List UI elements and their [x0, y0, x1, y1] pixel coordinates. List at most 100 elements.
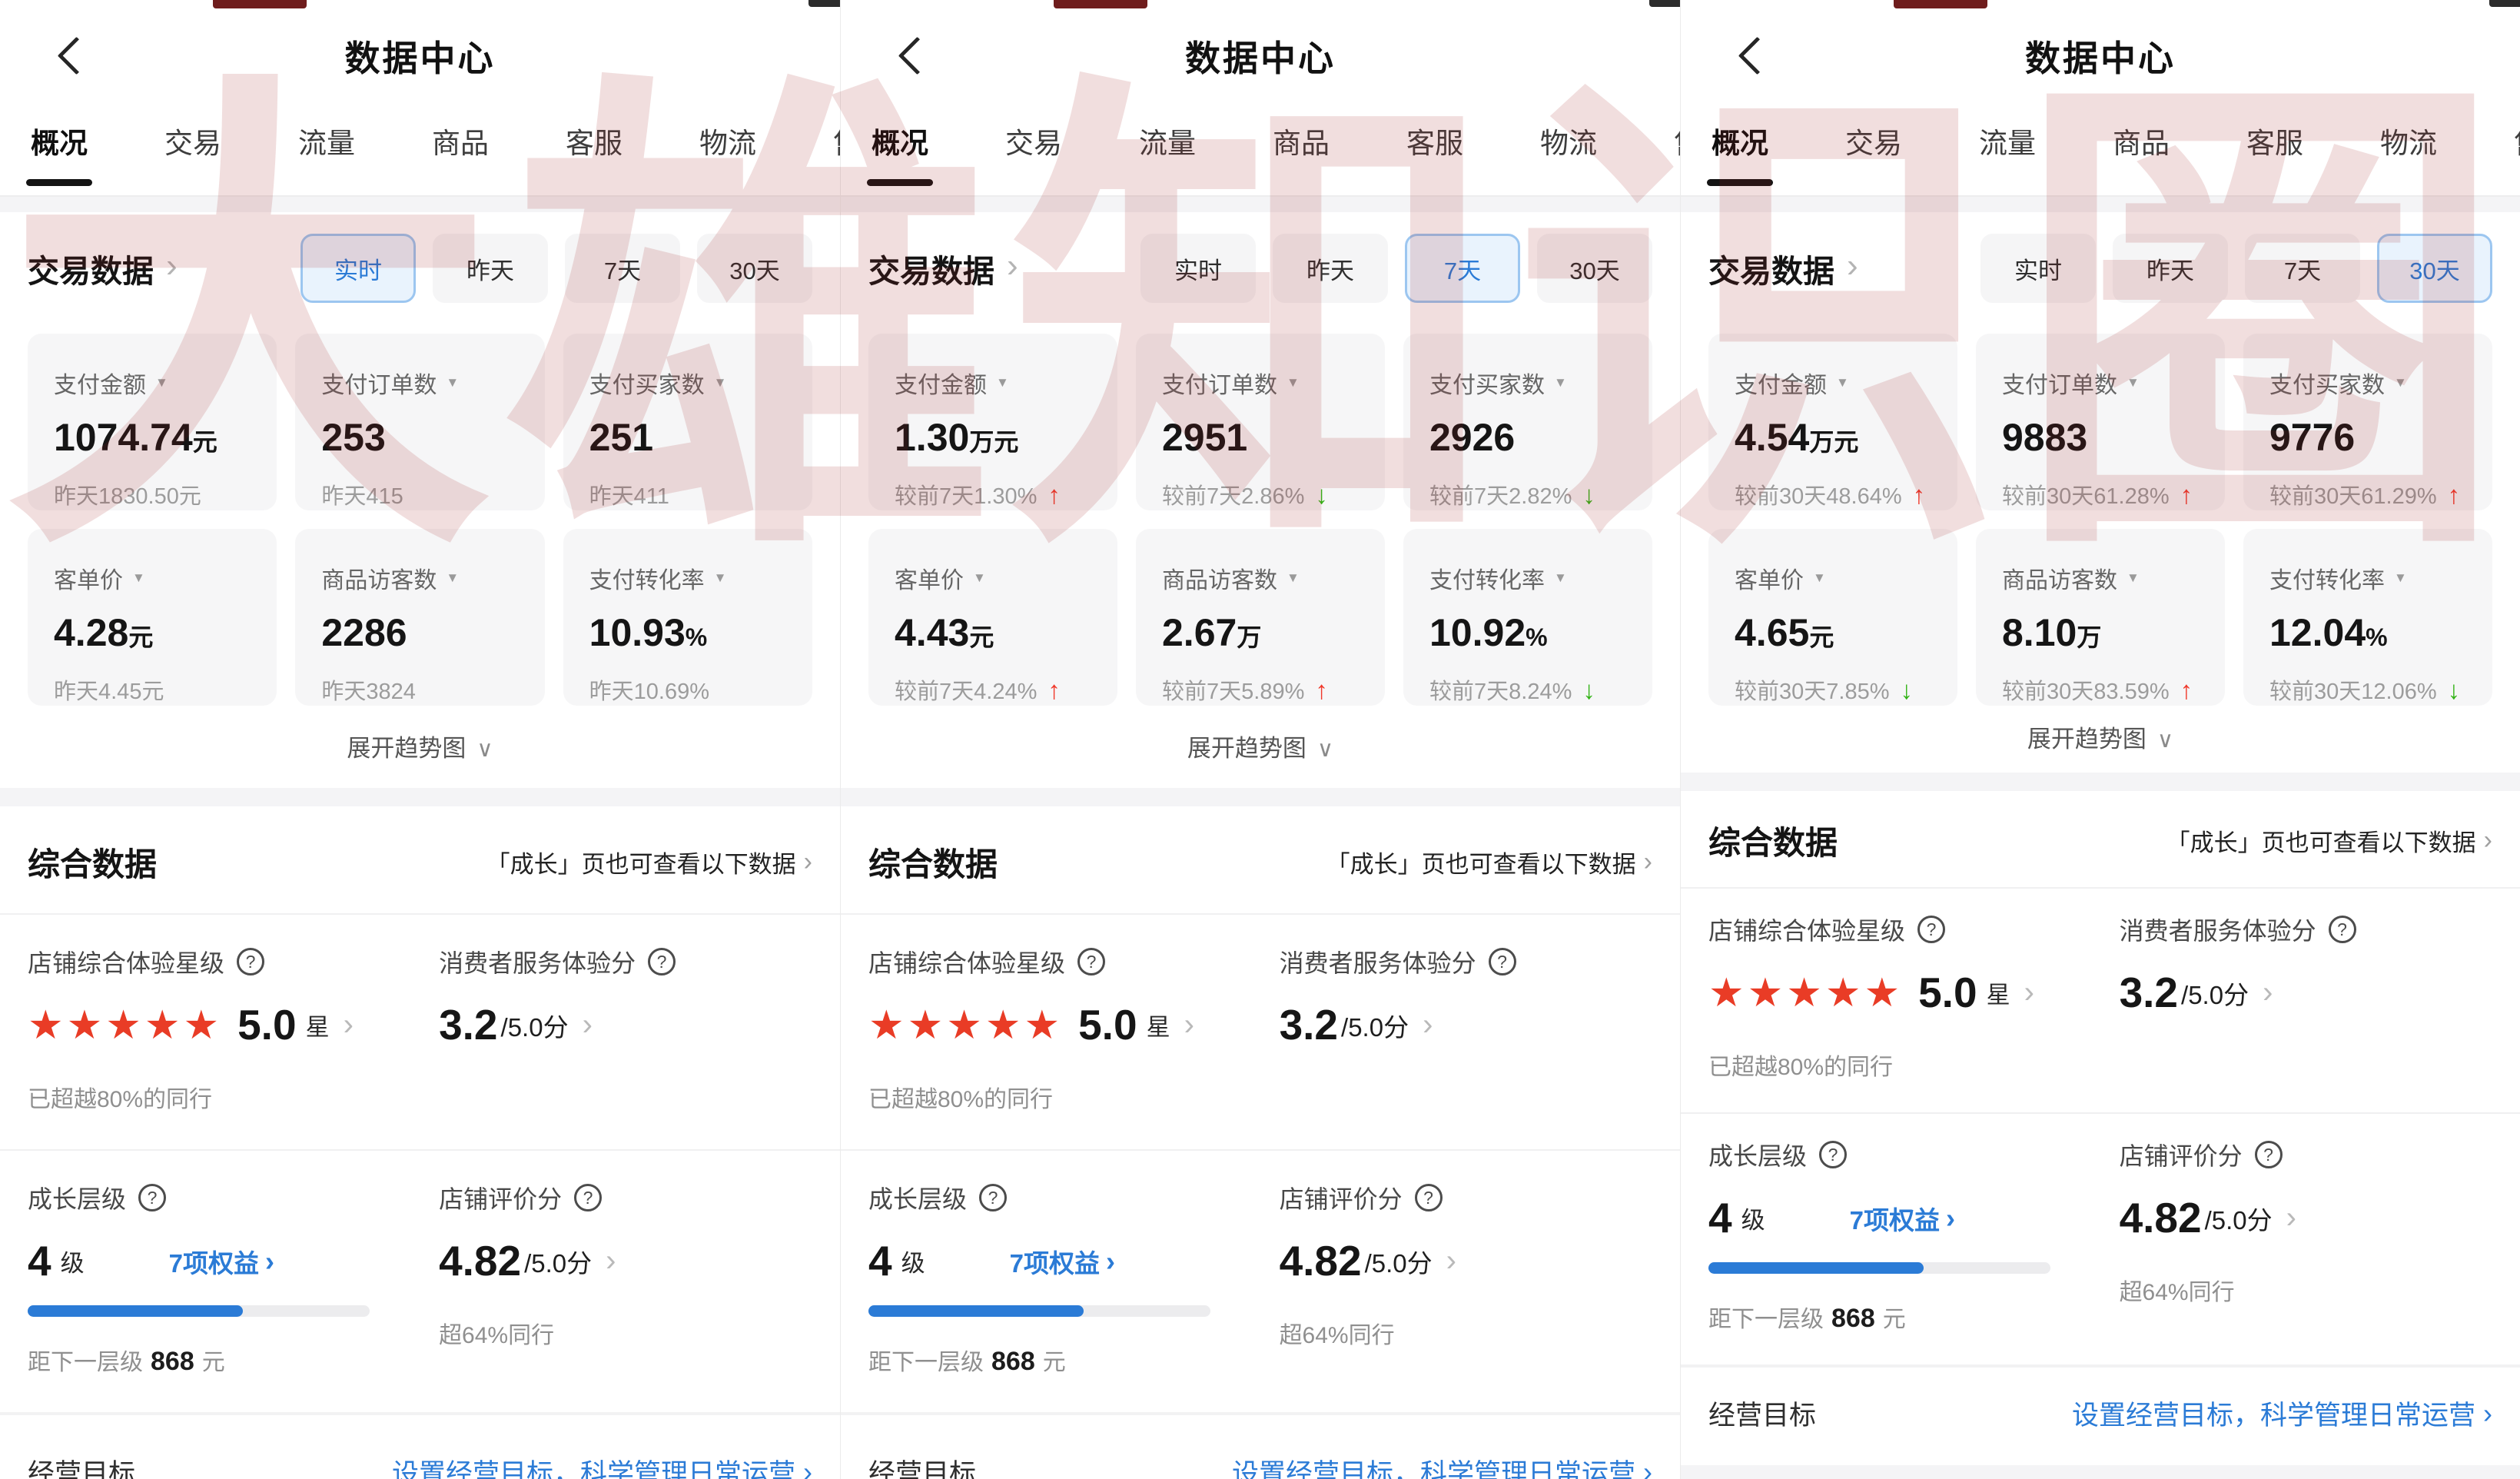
- tab-aftersale[interactable]: 售: [1674, 120, 1680, 161]
- metric-card-avg-order[interactable]: 客单价 ▼ 4.43元 较前7天4.24% ↑: [868, 529, 1117, 706]
- tab-products[interactable]: 商品: [1273, 128, 1330, 159]
- metric-card-avg-order[interactable]: 客单价 ▼ 4.28元 昨天4.45元: [28, 529, 277, 706]
- filter-30days[interactable]: 30天: [1537, 234, 1652, 303]
- chevron-right-icon[interactable]: ›: [1847, 247, 1858, 284]
- metric-card-pay-buyers[interactable]: 支付买家数 ▼ 9776 较前30天61.29% ↑: [2243, 334, 2492, 510]
- growth-page-note[interactable]: 「成长」页也可查看以下数据 ›: [2166, 826, 2492, 856]
- help-icon[interactable]: ?: [1819, 1141, 1848, 1168]
- service-score-block[interactable]: 消费者服务体验分? 3.2/5.0分 ›: [1280, 944, 1652, 1114]
- metric-card-conversion[interactable]: 支付转化率 ▼ 12.04% 较前30天12.06% ↓: [2243, 529, 2492, 706]
- help-icon[interactable]: ?: [1488, 948, 1516, 975]
- service-score-block[interactable]: 消费者服务体验分? 3.2/5.0分 ›: [439, 944, 812, 1114]
- filter-realtime[interactable]: 实时: [1140, 234, 1256, 303]
- filter-30days[interactable]: 30天: [2377, 234, 2492, 303]
- tab-products[interactable]: 商品: [2113, 128, 2170, 159]
- tab-logistics[interactable]: 物流: [1540, 128, 1597, 159]
- dropdown-triangle-icon[interactable]: ▼: [2127, 375, 2140, 390]
- dropdown-triangle-icon[interactable]: ▼: [1554, 375, 1567, 390]
- metric-card-pay-orders[interactable]: 支付订单数 ▼ 2951 较前7天2.86% ↓: [1136, 334, 1385, 510]
- benefits-link[interactable]: 7项权益 ›: [1009, 1245, 1115, 1278]
- tab-trade[interactable]: 交易: [164, 128, 221, 159]
- expand-trend-button[interactable]: 展开趋势图 ∨: [2027, 726, 2174, 753]
- tab-aftersale[interactable]: 售: [2514, 120, 2520, 161]
- tab-service[interactable]: 客服: [2246, 128, 2303, 159]
- help-icon[interactable]: ?: [237, 948, 265, 975]
- help-icon[interactable]: ?: [648, 948, 676, 975]
- filter-realtime[interactable]: 实时: [300, 234, 416, 303]
- growth-level-block[interactable]: 成长层级? 4 级 7项权益 › 距下一层级 868 元: [868, 1180, 1264, 1377]
- service-score-block[interactable]: 消费者服务体验分? 3.2/5.0分 ›: [2120, 912, 2492, 1082]
- chevron-right-icon[interactable]: ›: [1007, 247, 1018, 284]
- benefits-link[interactable]: 7项权益 ›: [1849, 1201, 1955, 1235]
- tab-traffic[interactable]: 流量: [1139, 128, 1196, 159]
- help-icon[interactable]: ?: [138, 1184, 167, 1211]
- store-rating-block[interactable]: 店铺评价分? 4.82/5.0分 › 超64%同行: [2120, 1137, 2492, 1334]
- tab-products[interactable]: 商品: [432, 128, 489, 159]
- tab-overview[interactable]: 概况: [26, 120, 92, 186]
- metric-card-conversion[interactable]: 支付转化率 ▼ 10.92% 较前7天8.24% ↓: [1403, 529, 1652, 706]
- dropdown-triangle-icon[interactable]: ▼: [1836, 375, 1849, 390]
- growth-level-block[interactable]: 成长层级? 4 级 7项权益 › 距下一层级 868 元: [28, 1180, 423, 1377]
- chevron-right-icon[interactable]: ›: [166, 247, 178, 284]
- tab-service[interactable]: 客服: [566, 128, 623, 159]
- benefits-link[interactable]: 7项权益 ›: [168, 1245, 274, 1278]
- filter-7days[interactable]: 7天: [565, 234, 680, 303]
- chevron-right-icon[interactable]: ›: [2263, 975, 2273, 1009]
- help-icon[interactable]: ?: [1077, 948, 1106, 975]
- store-rating-block[interactable]: 店铺评价分? 4.82/5.0分 › 超64%同行: [1280, 1180, 1652, 1377]
- dropdown-triangle-icon[interactable]: ▼: [1287, 375, 1300, 390]
- filter-yesterday[interactable]: 昨天: [1273, 234, 1388, 303]
- tab-service[interactable]: 客服: [1406, 128, 1463, 159]
- expand-trend-button[interactable]: 展开趋势图 ∨: [347, 735, 493, 762]
- tab-logistics[interactable]: 物流: [699, 128, 756, 159]
- dropdown-triangle-icon[interactable]: ▼: [973, 570, 986, 585]
- dropdown-triangle-icon[interactable]: ▼: [2394, 570, 2407, 585]
- metric-card-pay-amount[interactable]: 支付金额 ▼ 1074.74元 昨天1830.50元: [28, 334, 277, 510]
- dropdown-triangle-icon[interactable]: ▼: [132, 570, 145, 585]
- dropdown-triangle-icon[interactable]: ▼: [2394, 375, 2407, 390]
- chevron-right-icon[interactable]: ›: [606, 1244, 616, 1278]
- tab-traffic[interactable]: 流量: [298, 128, 355, 159]
- expand-trend-button[interactable]: 展开趋势图 ∨: [1187, 735, 1334, 762]
- dropdown-triangle-icon[interactable]: ▼: [446, 375, 460, 390]
- metric-card-pay-amount[interactable]: 支付金额 ▼ 4.54万元 较前30天48.64% ↑: [1708, 334, 1957, 510]
- tab-traffic[interactable]: 流量: [1979, 128, 2036, 159]
- metric-card-pay-orders[interactable]: 支付订单数 ▼ 9883 较前30天61.28% ↑: [1976, 334, 2225, 510]
- tab-aftersale[interactable]: 售: [833, 120, 840, 161]
- set-goal-link[interactable]: 设置经营目标，科学管理日常运营 ›: [2071, 1397, 2492, 1431]
- store-star-block[interactable]: 店铺综合体验星级? ★★★★★ 5.0 星 › 已超越80%的同行: [1708, 912, 2104, 1082]
- metric-card-conversion[interactable]: 支付转化率 ▼ 10.93% 昨天10.69%: [563, 529, 812, 706]
- chevron-right-icon[interactable]: ›: [343, 1008, 354, 1042]
- chevron-right-icon[interactable]: ›: [582, 1008, 593, 1042]
- chevron-right-icon[interactable]: ›: [2286, 1201, 2296, 1235]
- dropdown-triangle-icon[interactable]: ▼: [446, 570, 460, 585]
- growth-level-block[interactable]: 成长层级? 4 级 7项权益 › 距下一层级 868 元: [1708, 1137, 2104, 1334]
- set-goal-link[interactable]: 设置经营目标，科学管理日常运营 ›: [1232, 1452, 1652, 1479]
- chevron-right-icon[interactable]: ›: [1446, 1244, 1456, 1278]
- dropdown-triangle-icon[interactable]: ▼: [713, 375, 727, 390]
- help-icon[interactable]: ?: [979, 1184, 1008, 1211]
- tab-trade[interactable]: 交易: [1005, 128, 1062, 159]
- back-icon[interactable]: [1738, 36, 1777, 75]
- back-icon[interactable]: [898, 36, 937, 75]
- filter-30days[interactable]: 30天: [697, 234, 812, 303]
- metric-card-pay-buyers[interactable]: 支付买家数 ▼ 251 昨天411: [563, 334, 812, 510]
- filter-yesterday[interactable]: 昨天: [2113, 234, 2228, 303]
- filter-7days[interactable]: 7天: [2245, 234, 2360, 303]
- metric-card-avg-order[interactable]: 客单价 ▼ 4.65元 较前30天7.85% ↓: [1708, 529, 1957, 706]
- dropdown-triangle-icon[interactable]: ▼: [1554, 570, 1567, 585]
- growth-page-note[interactable]: 「成长」页也可查看以下数据 ›: [486, 847, 812, 878]
- back-icon[interactable]: [57, 36, 96, 75]
- metric-card-pay-amount[interactable]: 支付金额 ▼ 1.30万元 较前7天1.30% ↑: [868, 334, 1117, 510]
- tab-overview[interactable]: 概况: [867, 120, 933, 186]
- growth-page-note[interactable]: 「成长」页也可查看以下数据 ›: [1326, 847, 1652, 878]
- filter-yesterday[interactable]: 昨天: [433, 234, 548, 303]
- help-icon[interactable]: ?: [1917, 916, 1946, 943]
- set-goal-link[interactable]: 设置经营目标，科学管理日常运营 ›: [392, 1452, 812, 1479]
- tab-trade[interactable]: 交易: [1845, 128, 1902, 159]
- dropdown-triangle-icon[interactable]: ▼: [1813, 570, 1826, 585]
- filter-7days[interactable]: 7天: [1405, 234, 1520, 303]
- metric-card-visitors[interactable]: 商品访客数 ▼ 8.10万 较前30天83.59% ↑: [1976, 529, 2225, 706]
- dropdown-triangle-icon[interactable]: ▼: [1287, 570, 1300, 585]
- metric-card-pay-orders[interactable]: 支付订单数 ▼ 253 昨天415: [295, 334, 545, 510]
